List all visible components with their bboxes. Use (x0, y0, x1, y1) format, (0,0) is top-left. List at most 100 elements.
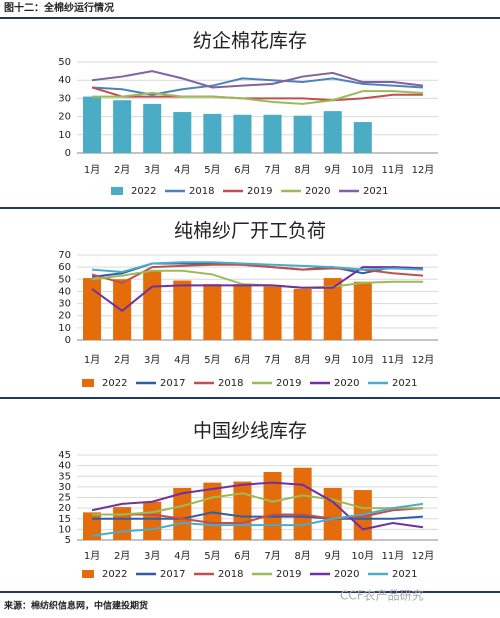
legend-swatch (82, 570, 94, 578)
x-tick-label: 3月 (144, 550, 160, 562)
y-tick-label: 0 (65, 335, 71, 346)
legend-swatch (111, 187, 123, 195)
y-tick-label: 45 (58, 450, 71, 461)
y-tick-label: 40 (58, 75, 71, 86)
y-tick-label: 20 (58, 503, 71, 514)
legend-label: 2019 (247, 186, 272, 197)
x-tick-label: 1月 (84, 550, 100, 562)
bar (143, 270, 162, 340)
source-note: 来源：棉纺织信息网，中信建投期货 (3, 600, 148, 612)
line-series (92, 507, 424, 524)
x-tick-label: 5月 (204, 550, 220, 562)
bar (233, 481, 252, 540)
bar (203, 284, 222, 340)
bar (113, 100, 132, 153)
legend-swatch (82, 379, 94, 387)
line-series (92, 511, 424, 520)
y-tick-label: 40 (58, 286, 71, 297)
bar (353, 281, 372, 340)
x-tick-label: 8月 (294, 354, 310, 366)
x-tick-label: 4月 (174, 550, 190, 562)
legend-label: 2020 (305, 186, 330, 197)
x-tick-label: 7月 (264, 354, 280, 366)
legend-label: 2019 (276, 378, 301, 389)
bar (293, 115, 312, 153)
bar (233, 284, 252, 340)
line-series (91, 502, 424, 537)
bar (173, 487, 192, 540)
y-tick-label: 25 (58, 493, 71, 504)
legend-label: 2022 (131, 186, 156, 197)
x-tick-label: 2月 (114, 550, 130, 562)
legend-label: 2021 (392, 378, 417, 389)
bar (353, 122, 372, 153)
y-tick-label: 40 (58, 461, 71, 472)
figure-title: 图十二：全棉纱运行情况 (4, 1, 114, 14)
legend-label: 2022 (102, 569, 127, 580)
legend-label: 2018 (218, 378, 243, 389)
bar (263, 114, 282, 153)
bar (263, 286, 282, 340)
y-tick-label: 10 (58, 323, 71, 334)
legend-label: 2017 (160, 569, 185, 580)
bar (293, 467, 312, 540)
bar (113, 507, 132, 540)
legend-label: 2022 (102, 378, 127, 389)
x-tick-label: 11月 (382, 354, 405, 366)
bar (323, 487, 342, 540)
line-series (91, 266, 423, 313)
bar (203, 113, 222, 153)
line-series (91, 70, 424, 89)
chart-title: 中国纱线库存 (193, 420, 307, 442)
bar (143, 103, 162, 153)
line-series (92, 90, 424, 105)
x-tick-label: 6月 (234, 354, 250, 366)
x-tick-label: 5月 (204, 164, 220, 176)
x-tick-label: 10月 (351, 164, 374, 176)
x-tick-label: 12月 (412, 550, 435, 562)
legend-label: 2018 (189, 186, 214, 197)
x-tick-label: 6月 (234, 550, 250, 562)
x-tick-label: 3月 (144, 164, 160, 176)
y-tick-label: 50 (58, 274, 71, 285)
line-series (91, 261, 423, 274)
y-tick-label: 5 (65, 535, 71, 546)
x-tick-label: 3月 (144, 354, 160, 366)
y-tick-label: 20 (58, 112, 71, 123)
bar (203, 482, 222, 540)
legend-label: 2017 (160, 378, 185, 389)
x-tick-label: 4月 (174, 354, 190, 366)
x-tick-label: 11月 (382, 164, 405, 176)
chart-title: 纯棉纱厂开工负荷 (174, 220, 326, 242)
x-tick-label: 2月 (114, 164, 130, 176)
y-tick-label: 60 (58, 262, 71, 273)
legend-label: 2020 (334, 378, 359, 389)
bar (323, 111, 342, 153)
legend-label: 2020 (334, 569, 359, 580)
line-series (91, 86, 423, 102)
x-tick-label: 12月 (412, 164, 435, 176)
bar (233, 114, 252, 153)
x-tick-label: 4月 (174, 164, 190, 176)
y-tick-label: 15 (58, 514, 71, 525)
line-series (91, 77, 424, 96)
y-tick-label: 30 (58, 299, 71, 310)
y-tick-label: 30 (58, 93, 71, 104)
x-tick-label: 1月 (84, 164, 100, 176)
bar (293, 289, 312, 340)
bar (323, 278, 342, 340)
x-tick-label: 12月 (412, 354, 435, 366)
y-tick-label: 10 (58, 130, 71, 141)
legend-label: 2021 (392, 569, 417, 580)
x-tick-label: 7月 (264, 550, 280, 562)
x-tick-label: 2月 (114, 354, 130, 366)
y-tick-label: 35 (58, 471, 71, 482)
x-tick-label: 1月 (84, 354, 100, 366)
y-tick-label: 0 (65, 148, 71, 159)
x-tick-label: 5月 (204, 354, 220, 366)
y-tick-label: 50 (58, 57, 71, 68)
x-tick-label: 9月 (325, 354, 341, 366)
y-tick-label: 10 (58, 524, 71, 535)
x-tick-label: 9月 (325, 164, 341, 176)
